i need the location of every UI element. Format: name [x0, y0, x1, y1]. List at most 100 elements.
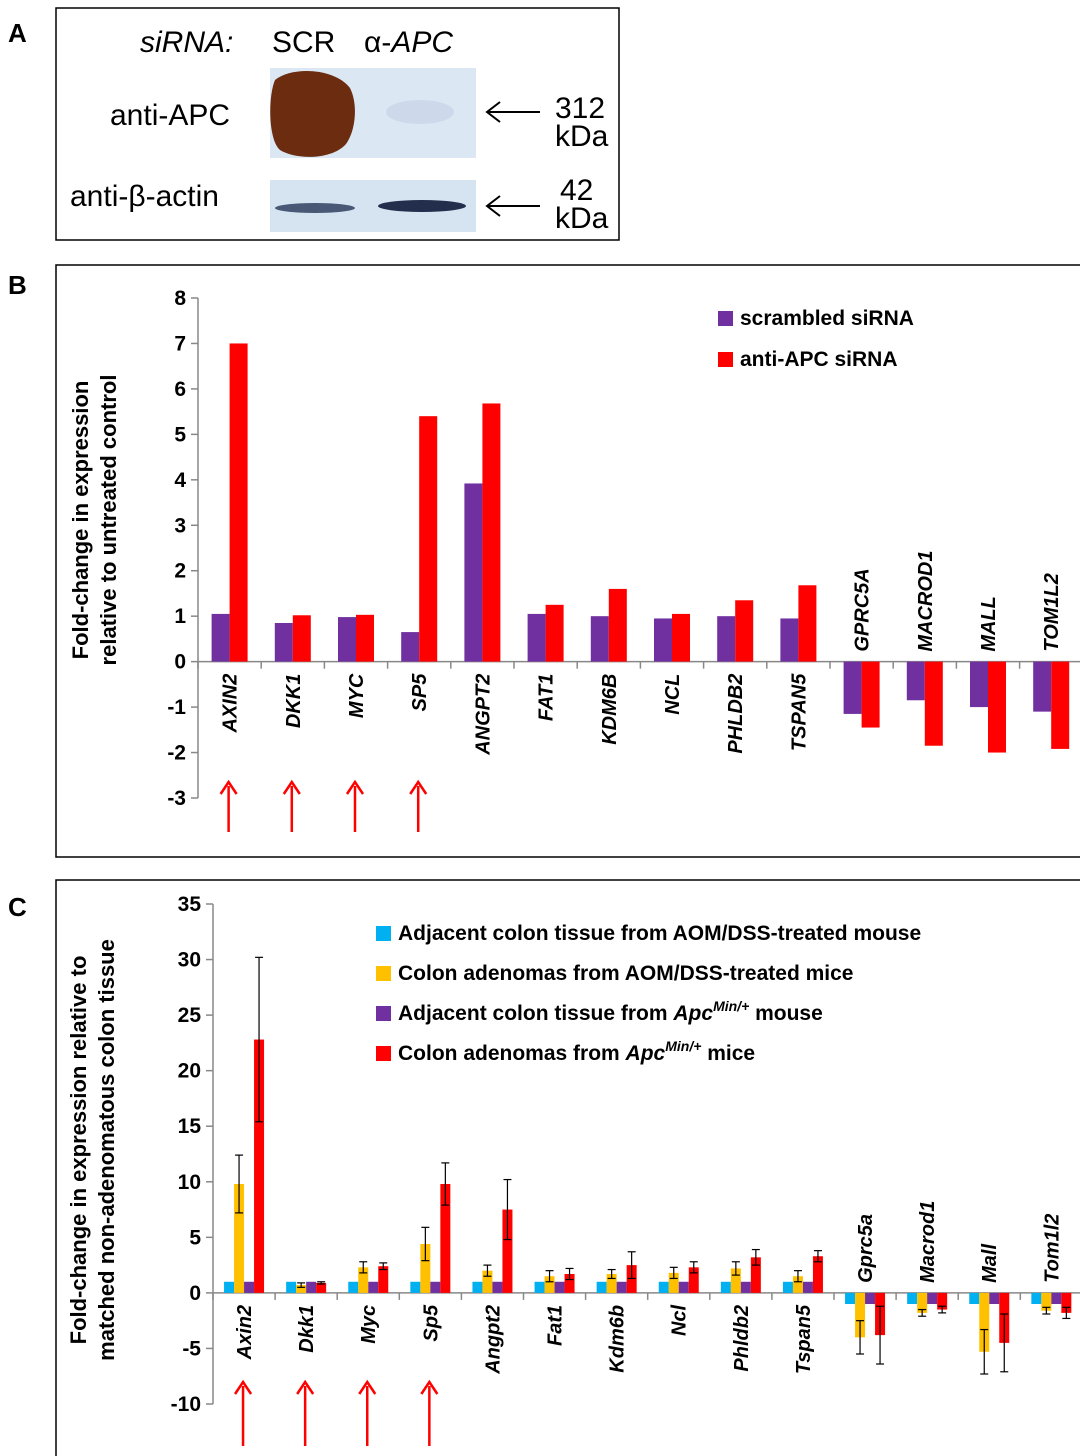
bar [937, 1292, 948, 1310]
actin-band-scr [275, 203, 355, 213]
y-tick-label: 5 [189, 1226, 201, 1249]
bar [843, 661, 862, 714]
bar [482, 1270, 493, 1293]
bar [1031, 1292, 1042, 1304]
red-arrow-head [345, 779, 365, 795]
category-label: Macrod1 [917, 1201, 939, 1283]
legend-label: Adjacent colon tissue from ApcMin/+ mous… [398, 998, 823, 1025]
y-axis-label: Fold-change in expression relative to [66, 956, 91, 1345]
bar [812, 1256, 823, 1293]
y-tick-label: -2 [167, 742, 186, 765]
bar [401, 632, 420, 662]
legend-swatch [718, 352, 733, 367]
bar [917, 1292, 928, 1313]
bar [534, 1281, 545, 1293]
red-arrow-head [358, 1379, 377, 1395]
bar [792, 1276, 803, 1293]
bar [440, 1184, 451, 1293]
bar [368, 1281, 379, 1293]
bar [970, 661, 988, 708]
legend-label: anti-APC siRNA [740, 348, 898, 371]
bar [979, 1292, 990, 1352]
category-label: FAT1 [536, 674, 558, 721]
bar [1033, 661, 1052, 712]
y-tick-label: 1 [174, 605, 186, 628]
y-tick-label: 7 [174, 332, 186, 355]
category-label: Tom1l2 [1041, 1214, 1063, 1283]
legend-swatch [376, 926, 391, 941]
bar [410, 1281, 421, 1293]
bar [316, 1282, 327, 1293]
red-arrow-head [420, 1379, 439, 1395]
red-arrow-head [409, 779, 428, 795]
y-tick-label: -3 [167, 787, 186, 810]
actin-band-knockdown [378, 200, 466, 212]
bar [348, 1281, 359, 1293]
category-label: PHLDB2 [725, 674, 747, 754]
bar [211, 613, 230, 662]
category-label: NCL [662, 674, 684, 715]
category-label: MACROD1 [915, 551, 937, 652]
category-label: ANGPT2 [472, 674, 494, 756]
bar [730, 1268, 741, 1293]
bar [472, 1281, 483, 1293]
category-label: Gprc5a [855, 1214, 877, 1283]
bar [989, 1292, 1000, 1304]
bar [229, 343, 248, 662]
red-arrow-head [282, 779, 301, 795]
category-label: Angpt2 [482, 1305, 504, 1375]
panel-b-letter: B [8, 270, 27, 300]
bar [544, 1276, 555, 1293]
bar [224, 1281, 235, 1293]
bar [672, 613, 690, 662]
category-label: Dkk1 [296, 1305, 318, 1353]
panel-c-letter: C [8, 892, 27, 922]
red-arrow-head [296, 1379, 315, 1395]
y-tick-label: -5 [182, 1337, 201, 1360]
bar [482, 403, 501, 662]
bar [274, 623, 293, 662]
bar [608, 588, 627, 662]
y-tick-label: 35 [178, 893, 202, 916]
legend-swatch [376, 966, 391, 981]
bar [855, 1292, 866, 1338]
bar [865, 1292, 876, 1304]
red-arrow-head [234, 1379, 253, 1395]
y-tick-label: 5 [174, 423, 186, 446]
category-label: Kdm6b [607, 1305, 629, 1373]
bar [430, 1281, 441, 1293]
category-label: Tspan5 [793, 1304, 815, 1374]
legend-label: scrambled siRNA [740, 307, 914, 330]
category-label: Axin2 [234, 1305, 256, 1360]
bar [658, 1281, 669, 1293]
y-tick-label: -10 [171, 1393, 201, 1416]
category-label: TOM1L2 [1041, 573, 1063, 652]
bar [378, 1266, 389, 1293]
y-tick-label: 25 [178, 1004, 202, 1027]
blot-label-anti-apc: anti-APC [110, 99, 230, 132]
bar [502, 1209, 513, 1293]
blot-label-anti-actin: anti-β-actin [70, 180, 219, 213]
bar [750, 1257, 761, 1293]
bar [464, 483, 483, 662]
bar [969, 1292, 980, 1304]
y-tick-label: 3 [174, 514, 186, 537]
bar [286, 1281, 297, 1293]
y-tick-label: 30 [178, 949, 201, 972]
bar [554, 1281, 565, 1293]
bar [1061, 1292, 1072, 1313]
bar [596, 1281, 607, 1293]
y-axis-label: Fold-change in expression [68, 381, 93, 660]
bar [780, 618, 799, 662]
category-label: Sp5 [420, 1304, 442, 1342]
lane-label-anti-apc: α-APC [364, 26, 453, 59]
bar [861, 661, 880, 728]
category-label: GPRC5A [852, 568, 874, 651]
legend-label: Colon adenomas from AOM/DSS-treated mice [398, 962, 853, 985]
bar [616, 1281, 627, 1293]
unit-312: kDa [555, 120, 609, 153]
y-tick-label: 4 [174, 469, 186, 492]
y-tick-label: 6 [174, 378, 186, 401]
bar [1041, 1292, 1052, 1311]
bar [735, 600, 754, 662]
